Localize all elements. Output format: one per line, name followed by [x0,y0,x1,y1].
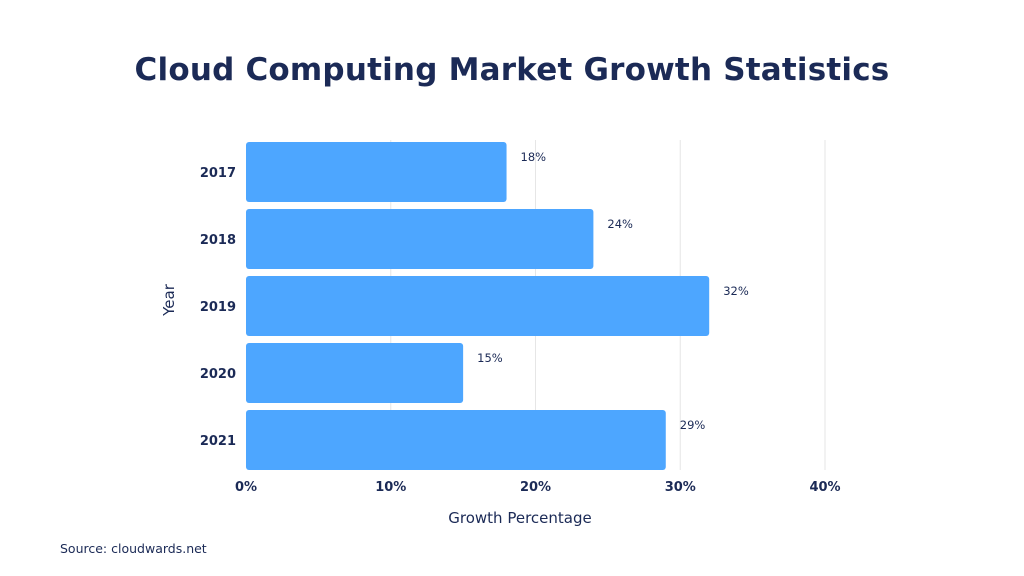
x-tick-label: 40% [809,480,840,495]
y-axis-title: Year [160,283,178,317]
data-label: 32% [723,284,749,298]
y-tick-label: 2017 [200,166,236,181]
data-label: 18% [521,150,547,164]
x-axis-title: Growth Percentage [448,509,591,527]
x-tick-labels: 0% 10% 20% 30% 40% [235,480,841,495]
bar [246,142,507,202]
x-tick-label: 10% [375,480,406,495]
bar [246,276,710,336]
data-label: 29% [680,418,706,432]
y-tick-label: 2020 [200,367,236,382]
bar [246,410,666,470]
source-note: Source: cloudwards.net [60,541,207,556]
x-tick-label: 20% [520,480,551,495]
bar [246,343,464,403]
y-tick-label: 2021 [200,434,236,449]
data-labels: 18% 24% 32% 15% 29% [477,150,749,432]
bars [246,142,710,470]
data-label: 15% [477,351,503,365]
y-tick-label: 2019 [200,300,236,315]
x-tick-label: 30% [665,480,696,495]
data-label: 24% [607,217,633,231]
bar [246,209,594,269]
y-tick-label: 2018 [200,233,236,248]
x-tick-label: 0% [235,480,257,495]
chart-title: Cloud Computing Market Growth Statistics [134,52,890,88]
y-tick-labels: 2017 2018 2019 2020 2021 [200,166,236,449]
